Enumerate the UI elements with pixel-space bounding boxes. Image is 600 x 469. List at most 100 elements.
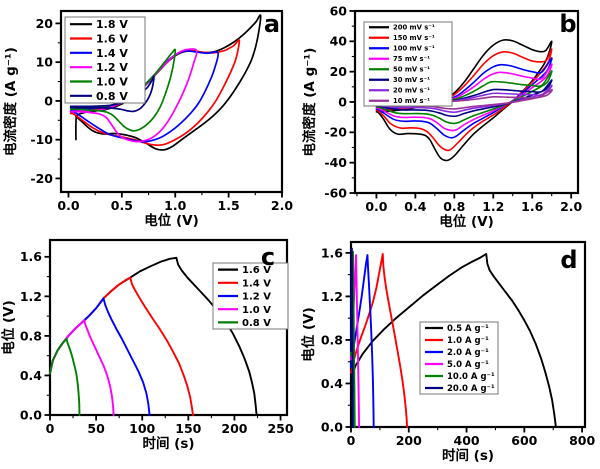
panel-c-curve-0.8-V [49, 337, 81, 416]
panel-c-x-axis-title: 时间 (s) [142, 435, 194, 452]
panel-b-x-tick: 1.6 [521, 199, 543, 214]
panel-c-y-tick: 0.4 [20, 368, 42, 383]
panel-d-legend-label: 0.5 A g⁻¹ [447, 324, 489, 334]
panel-b-x-tick: 0.0 [365, 199, 387, 214]
panel-a-curve-0.8-V [69, 75, 155, 113]
panel-d-y-axis-title: 电位 (V) [300, 307, 317, 362]
panel-a-legend-box [64, 16, 146, 104]
panel-b-y-tick: 40 [330, 34, 348, 49]
panel-b-curve-50-mV-s⁻¹ [375, 70, 553, 125]
panel-a-x-tick: 0.5 [111, 198, 133, 213]
panel-c-axes: 0 50 100 150 200 250 0.0 0.4 0.8 1.2 1.6 时间 (s) 电位 (… [0, 238, 294, 452]
panel-d-legend-label: 2.0 A g⁻¹ [447, 348, 489, 358]
chart-panel-a: 0.0 0.5 1.0 1.5 2.0 -20 -10 0 10 20 电位 (V) 电流密度 (A … [2, 9, 293, 229]
panel-letter-a: a [264, 10, 280, 38]
panel-c-x-tick: 200 [221, 421, 247, 436]
panel-a-x-axis-title: 电位 (V) [144, 212, 199, 229]
panel-d-x-tick: 600 [511, 433, 537, 448]
panel-b-y-axis-title: 电流密度 (A g⁻¹) [301, 48, 318, 157]
panel-d-x-tick: 0 [347, 433, 356, 448]
panel-b-legend-label: 30 mV s⁻¹ [393, 76, 430, 84]
panel-d-x-axis-title: 时间 (s) [442, 447, 494, 464]
panel-letter-d: d [560, 246, 577, 274]
panel-c-x-tick: 100 [129, 421, 155, 436]
panel-d-series [350, 247, 557, 428]
chart-panel-c: 0 50 100 150 200 250 0.0 0.4 0.8 1.2 1.6 时间 (s) 电位 (… [0, 238, 294, 452]
panel-c-legend-label: 1.4 V [242, 278, 271, 289]
panel-d-legend: 0.5 A g⁻¹ 1.0 A g⁻¹ 2.0 A g⁻¹ 5.0 A g⁻¹ 10.0… [419, 321, 499, 395]
panel-c-x-tick: 150 [175, 421, 201, 436]
panel-d-y-tick: 1.2 [321, 289, 343, 304]
panel-b-y-tick: -60 [324, 185, 347, 200]
panel-c-curve-1.0-V [49, 319, 115, 416]
chart-panel-b: 0.0 0.4 0.8 1.2 1.6 2.0 -60 -40 -20 0 20 40 60 电位 (V)… [301, 3, 583, 230]
panel-c-x-tick: 0 [46, 421, 55, 436]
panel-b-x-tick: 0.4 [404, 199, 426, 214]
panel-c-legend: 1.6 V 1.4 V 1.2 V 1.0 V 0.8 V [212, 262, 289, 330]
panel-b-x-tick: 2.0 [560, 199, 582, 214]
panel-d-y-tick: 0.4 [321, 376, 343, 391]
chart-panel-d: 0 200 400 600 800 0.0 0.4 0.8 1.2 1.6 时间 (s) 电位 (V)… [300, 240, 595, 464]
panel-d-curve-20.0-A-g⁻¹ [350, 247, 354, 428]
panel-b-x-tick: 1.2 [482, 199, 504, 214]
panel-a-x-tick: 0.0 [57, 198, 79, 213]
panel-d-x-tick: 200 [396, 433, 422, 448]
panel-d-x-tick: 400 [454, 433, 480, 448]
panel-b-legend-label: 100 mV s⁻¹ [393, 45, 435, 53]
panel-c-legend-label: 1.2 V [242, 292, 271, 303]
panel-b-curve-100-mV-s⁻¹ [375, 57, 553, 139]
panel-a-y-tick: 10 [36, 55, 54, 70]
panel-a-axes: 0.0 0.5 1.0 1.5 2.0 -20 -10 0 10 20 电位 (V) 电流密度 (A … [2, 9, 293, 229]
panel-d-y-tick: 1.6 [321, 245, 343, 260]
panel-b-legend: 200 mV s⁻¹ 150 mV s⁻¹ 100 mV s⁻¹ 75 mV s⁻¹ 5… [363, 21, 453, 107]
panel-c-y-axis-title: 电位 (V) [0, 300, 17, 355]
panel-a-x-tick: 1.0 [164, 198, 186, 213]
panel-b-axes: 0.0 0.4 0.8 1.2 1.6 2.0 -60 -40 -20 0 20 40 60 电位 (V)… [301, 3, 583, 230]
panel-c-y-tick: 0.8 [20, 328, 42, 343]
panel-b-curve-150-mV-s⁻¹ [375, 48, 553, 152]
panel-a-legend-label: 1.6 V [96, 32, 128, 45]
panel-d-curve-1.0-A-g⁻¹ [350, 253, 408, 428]
panel-b-legend-label: 50 mV s⁻¹ [393, 66, 430, 74]
panel-a-legend-label: 1.2 V [96, 61, 128, 74]
panel-a-legend-label: 1.0 V [96, 75, 128, 88]
panel-d-curve-0.5-A-g⁻¹ [350, 253, 557, 428]
panel-d-axes: 0 200 400 600 800 0.0 0.4 0.8 1.2 1.6 时间 (s) 电位 (V) [300, 240, 595, 464]
panel-d-legend-box [419, 321, 499, 395]
panel-c-curve-1.4-V [49, 276, 194, 416]
panel-c-legend-label: 1.0 V [242, 305, 271, 316]
panel-b-y-tick: 20 [330, 64, 348, 79]
panel-c-x-tick: 50 [87, 421, 105, 436]
panel-c-x-tick: 250 [267, 421, 293, 436]
panel-a-y-tick: 0 [44, 93, 53, 108]
panel-a-y-tick: -10 [30, 132, 53, 147]
panel-a-x-tick: 2.0 [271, 198, 293, 213]
panel-b-legend-label: 75 mV s⁻¹ [393, 55, 430, 63]
panel-d-legend-label: 1.0 A g⁻¹ [447, 336, 489, 346]
panel-a-y-tick: -20 [30, 171, 53, 186]
panel-b-y-tick: 0 [338, 94, 347, 109]
panel-c-series [49, 256, 258, 416]
panel-a-y-axis-title: 电流密度 (A g⁻¹) [2, 47, 19, 156]
panel-b-y-tick: 60 [330, 3, 348, 18]
panel-d-legend-label: 5.0 A g⁻¹ [447, 360, 489, 370]
panel-c-legend-label: 0.8 V [242, 318, 271, 329]
panel-d-x-tick: 800 [569, 433, 595, 448]
panel-b-legend-label: 20 mV s⁻¹ [393, 87, 430, 95]
panel-b-legend-label: 10 mV s⁻¹ [393, 97, 430, 105]
panel-a-x-tick: 1.5 [218, 198, 240, 213]
panel-c-y-tick: 1.6 [20, 249, 42, 264]
panel-d-legend-label: 10.0 A g⁻¹ [447, 372, 495, 382]
panel-d-legend-label: 20.0 A g⁻¹ [447, 384, 495, 394]
panel-c-y-tick: 1.2 [20, 289, 42, 304]
panel-b-x-tick: 0.8 [443, 199, 465, 214]
panel-a-legend: 1.8 V1.6 V 1.4 V1.2 V1.0 V 0.8 V [64, 16, 146, 104]
panel-a-y-tick: 20 [36, 16, 54, 31]
panel-b-legend-label: 150 mV s⁻¹ [393, 34, 435, 42]
panel-c-legend-label: 1.6 V [242, 265, 271, 276]
panel-d-y-tick: 0.0 [321, 419, 343, 434]
panel-b-legend-label: 200 mV s⁻¹ [393, 24, 435, 32]
panel-c-y-tick: 0.0 [20, 407, 42, 422]
panel-a-legend-label: 1.4 V [96, 47, 128, 60]
